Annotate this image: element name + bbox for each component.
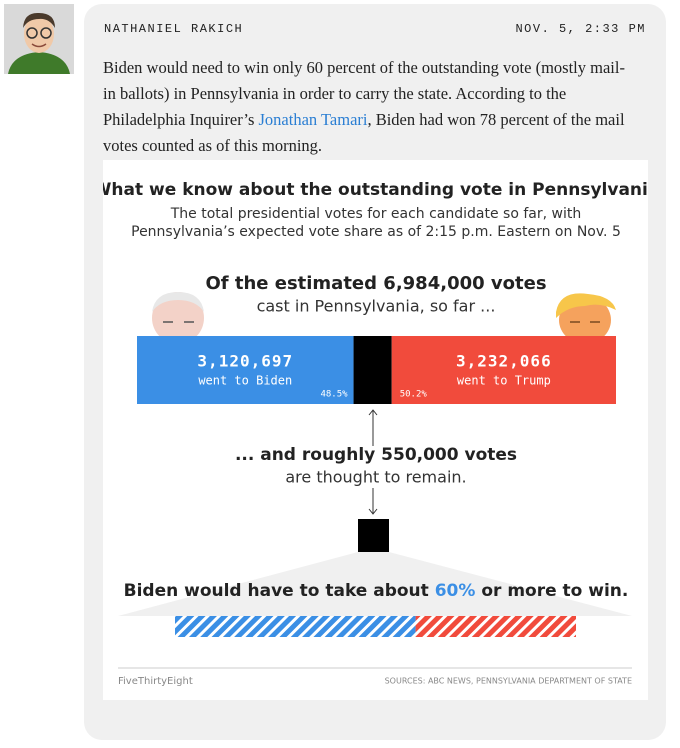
avatar — [4, 4, 74, 74]
arrow-head — [368, 508, 378, 515]
remaining: ... and roughly 550,000 votes — [235, 445, 517, 465]
vote-count: 3,120,697 — [197, 352, 293, 371]
headline: Of the estimated 6,984,000 votes — [205, 273, 546, 294]
graphic-title: What we know about the outstanding vote … — [103, 180, 648, 200]
subtitle: The total presidential votes for each ca… — [170, 206, 581, 222]
vote-share: 50.2% — [400, 390, 428, 400]
trump-face — [556, 293, 616, 344]
body-text: Biden would need to win only 60 percent … — [103, 58, 625, 129]
author: NATHANIEL RAKICH — [104, 22, 244, 36]
vote-bar — [353, 336, 392, 404]
credit: FiveThirtyEight — [118, 676, 193, 687]
infographic: What we know about the outstanding vote … — [103, 160, 648, 700]
vote-caption: went to Biden — [198, 374, 292, 388]
author-link[interactable]: Jonathan Tamari — [258, 110, 368, 129]
remaining-rest: are thought to remain. — [285, 468, 466, 487]
vote-share: 48.5% — [320, 390, 348, 400]
needed-text: Biden would have to take about — [124, 581, 435, 601]
avatar-art — [8, 12, 70, 74]
body-text: , Biden had won 78 percent of the mail v… — [103, 110, 625, 155]
needed: Biden would have to take about 60% or mo… — [124, 581, 629, 601]
post-body: Biden would need to win only 60 percent … — [103, 55, 633, 159]
needed-bar — [175, 616, 416, 637]
vote-bar — [137, 336, 354, 404]
vote-bar — [391, 336, 616, 404]
needed-text: or more to win. — [475, 581, 628, 601]
timestamp: NOV. 5, 2:33 PM — [515, 22, 646, 36]
vote-count: 3,232,066 — [456, 352, 552, 371]
remaining-box — [358, 519, 389, 552]
arrow-head — [368, 409, 378, 416]
fan — [118, 552, 632, 616]
needed-share: 60% — [435, 581, 476, 601]
subtitle: Pennsylvania’s expected vote share as of… — [131, 224, 621, 240]
remainder-bar — [415, 616, 576, 637]
biden-face — [152, 292, 204, 344]
headline-rest: cast in Pennsylvania, so far ... — [257, 297, 496, 316]
vote-caption: went to Trump — [457, 374, 551, 388]
sources: SOURCES: ABC NEWS, PENNSYLVANIA DEPARTME… — [385, 677, 632, 686]
